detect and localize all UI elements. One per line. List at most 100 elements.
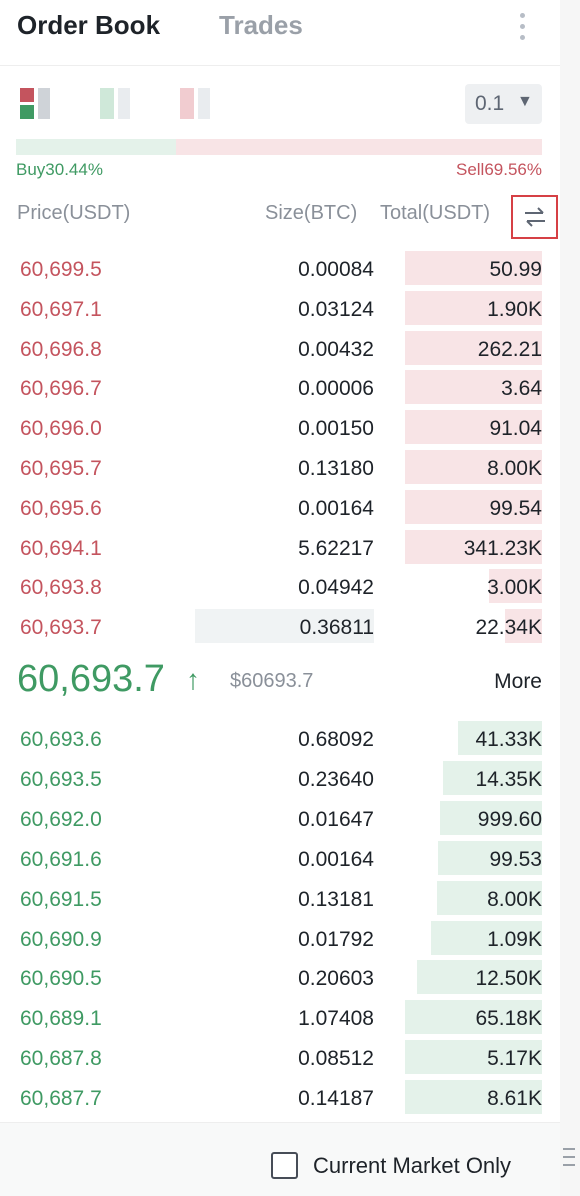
bid-row[interactable]: 60,687.8 0.08512 5.17K — [0, 1038, 560, 1078]
bid-price: 60,690.5 — [20, 967, 102, 991]
scrollbar[interactable] — [560, 0, 580, 1196]
bid-depth-bar — [458, 721, 542, 755]
bid-size: 0.20603 — [298, 967, 374, 991]
ask-row[interactable]: 60,695.7 0.13180 8.00K — [0, 448, 560, 488]
bid-price: 60,689.1 — [20, 1007, 102, 1031]
ask-size: 0.00084 — [298, 258, 374, 281]
more-vertical-icon[interactable] — [512, 13, 532, 49]
bid-size: 1.07408 — [298, 1007, 374, 1031]
bid-size: 0.01647 — [298, 807, 374, 831]
ask-total: 8.00K — [487, 457, 542, 480]
bid-row[interactable]: 60,689.1 1.07408 65.18K — [0, 998, 560, 1038]
ask-depth-bar — [405, 450, 542, 484]
ask-size-highlight — [195, 609, 374, 644]
bid-price: 60,693.5 — [20, 767, 102, 791]
bid-depth-bar — [438, 840, 542, 875]
bid-row[interactable]: 60,687.7 0.14187 8.61K — [0, 1078, 560, 1118]
bid-size: 0.14187 — [298, 1087, 374, 1111]
ask-row[interactable]: 60,699.5 0.00084 50.99 — [0, 249, 560, 289]
ask-total: 50.99 — [489, 258, 542, 281]
ask-depth-bar — [505, 609, 542, 644]
scroll-grip — [563, 1164, 575, 1166]
bid-price: 60,691.5 — [20, 887, 102, 911]
bid-row[interactable]: 60,693.5 0.23640 14.35K — [0, 759, 560, 799]
price-column-header: Price(USDT) — [17, 202, 131, 224]
ask-row[interactable]: 60,694.1 5.62217 341.23K — [0, 528, 560, 568]
ask-price: 60,696.7 — [20, 377, 102, 401]
bid-size: 0.00164 — [298, 847, 374, 871]
bid-price: 60,691.6 — [20, 847, 102, 871]
bid-total: 41.33K — [475, 728, 542, 751]
buy-ratio-label: Buy30.44% — [16, 160, 103, 179]
ask-price: 60,694.1 — [20, 536, 102, 560]
bid-depth-bar — [405, 1040, 542, 1075]
bid-depth-bar — [437, 880, 542, 915]
bid-row[interactable]: 60,690.5 0.20603 12.50K — [0, 958, 560, 998]
ask-price: 60,695.7 — [20, 457, 102, 480]
bid-total: 999.60 — [477, 807, 542, 831]
swap-icon[interactable] — [511, 195, 558, 239]
bid-price: 60,687.8 — [20, 1047, 102, 1071]
ask-depth-bar — [489, 569, 542, 604]
ask-depth-bar — [405, 290, 542, 325]
layout-asks-icon[interactable] — [178, 88, 212, 120]
bid-depth-bar — [440, 800, 542, 835]
bid-total: 8.61K — [487, 1087, 542, 1111]
bid-row[interactable]: 60,693.6 0.68092 41.33K — [0, 719, 560, 759]
ask-row[interactable]: 60,696.0 0.00150 91.04 — [0, 408, 560, 448]
scroll-grip — [563, 1156, 575, 1158]
ask-row[interactable]: 60,693.7 0.36811 22.34K — [0, 607, 560, 647]
ask-total: 262.21 — [477, 337, 542, 361]
current-market-only-label[interactable]: Current Market Only — [313, 1153, 512, 1178]
more-link[interactable]: More — [494, 670, 542, 693]
ask-row[interactable]: 60,696.7 0.00006 3.64 — [0, 368, 560, 408]
bid-depth-bar — [405, 1080, 542, 1115]
ask-total: 3.64 — [501, 377, 542, 401]
ask-price: 60,693.7 — [20, 616, 102, 640]
ask-size: 0.36811 — [299, 616, 374, 640]
bid-depth-bar — [443, 760, 542, 795]
buy-sell-ratio-bar — [16, 139, 542, 155]
ask-depth-bar — [405, 251, 542, 285]
bid-row[interactable]: 60,691.5 0.13181 8.00K — [0, 879, 560, 919]
bid-size: 0.68092 — [298, 728, 374, 751]
ask-row[interactable]: 60,693.8 0.04942 3.00K — [0, 567, 560, 607]
bid-price: 60,692.0 — [20, 807, 102, 831]
bid-total: 65.18K — [475, 1007, 542, 1031]
bid-total: 12.50K — [475, 967, 542, 991]
size-column-header: Size(BTC) — [265, 202, 358, 224]
bid-total: 99.53 — [489, 847, 542, 871]
bid-price: 60,690.9 — [20, 927, 102, 951]
layout-bids-icon[interactable] — [98, 88, 132, 120]
bid-row[interactable]: 60,691.6 0.00164 99.53 — [0, 839, 560, 879]
bid-row[interactable]: 60,690.9 0.01792 1.09K — [0, 919, 560, 959]
ask-size: 0.00006 — [298, 377, 374, 401]
precision-select[interactable]: 0.1 ▼ — [465, 84, 542, 124]
layout-both-icon[interactable] — [18, 88, 52, 120]
header: Order Book Trades — [0, 0, 560, 66]
bid-row[interactable]: 60,692.0 0.01647 999.60 — [0, 799, 560, 839]
mark-price: $60693.7 — [230, 670, 314, 692]
ask-size: 0.00164 — [298, 496, 374, 520]
ask-total: 91.04 — [489, 417, 542, 441]
ask-total: 341.23K — [463, 536, 542, 560]
ask-size: 0.13180 — [298, 457, 374, 480]
arrow-up-icon: ↑ — [186, 664, 200, 695]
bid-total: 8.00K — [487, 887, 542, 911]
ask-row[interactable]: 60,697.1 0.03124 1.90K — [0, 289, 560, 329]
ask-depth-bar — [405, 489, 542, 524]
bid-depth-bar — [405, 1000, 542, 1035]
ask-size: 0.00150 — [298, 417, 374, 441]
tab-trades[interactable]: Trades — [219, 10, 303, 40]
ask-depth-bar — [405, 410, 542, 445]
ask-depth-bar — [405, 370, 542, 405]
ask-row[interactable]: 60,695.6 0.00164 99.54 — [0, 488, 560, 528]
ask-size: 0.00432 — [298, 337, 374, 361]
bid-size: 0.23640 — [298, 767, 374, 791]
bid-total: 1.09K — [487, 927, 542, 951]
ask-row[interactable]: 60,696.8 0.00432 262.21 — [0, 329, 560, 369]
bid-size: 0.01792 — [298, 927, 374, 951]
checkbox-icon[interactable] — [271, 1152, 298, 1179]
ask-total: 3.00K — [487, 576, 542, 600]
tab-order-book[interactable]: Order Book — [17, 10, 161, 40]
